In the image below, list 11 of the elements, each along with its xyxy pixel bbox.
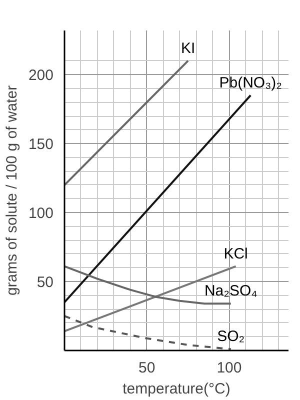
series-label: Na₂SO₄ <box>204 282 258 300</box>
y-tick-label: 150 <box>28 136 54 154</box>
series-label: Pb(NO₃)₂ <box>219 74 282 92</box>
series-label: KCl <box>224 245 248 262</box>
series-label: KI <box>180 40 196 57</box>
x-axis-title: temperature(°C) <box>122 380 230 398</box>
y-tick-label: 50 <box>36 274 54 292</box>
y-axis-title: grams of solute / 100 g of water <box>3 85 20 296</box>
series-label: SO₂ <box>217 328 245 346</box>
y-tick-label: 100 <box>28 205 54 222</box>
y-tick-label: 200 <box>28 67 54 84</box>
